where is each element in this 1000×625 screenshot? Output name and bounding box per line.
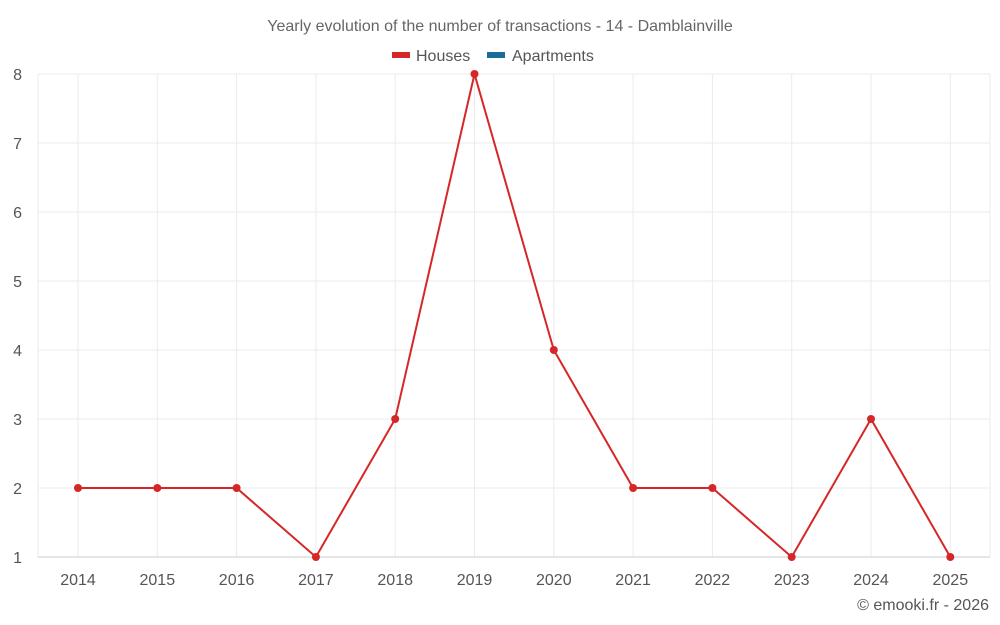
x-tick-label: 2021 <box>615 572 651 589</box>
series-line-houses <box>78 70 952 559</box>
credit-text: © emooki.fr - 2026 <box>857 597 989 614</box>
x-tick-label: 2019 <box>457 572 493 589</box>
y-tick-label: 5 <box>13 274 22 291</box>
data-point-houses[interactable] <box>74 484 82 492</box>
data-point-houses[interactable] <box>391 415 400 423</box>
x-axis-ticks: 2014 2015 2016 2017 2018 2019 2020 2021 2022 2023… <box>60 572 968 589</box>
x-tick-label: 2016 <box>219 572 255 589</box>
data-point-houses[interactable] <box>232 484 241 492</box>
data-point-houses[interactable] <box>470 70 479 78</box>
data-point-houses[interactable] <box>946 553 955 561</box>
x-tick-label: 2018 <box>377 572 413 589</box>
x-tick-label: 2025 <box>933 572 969 589</box>
legend[interactable]: Houses Apartments <box>392 48 594 65</box>
x-tick-label: 2023 <box>774 572 810 589</box>
y-tick-label: 2 <box>13 481 22 498</box>
series-houses <box>74 70 955 561</box>
data-point-houses[interactable] <box>153 484 162 492</box>
y-tick-label: 3 <box>13 412 22 429</box>
legend-item-houses[interactable]: Houses <box>392 48 470 65</box>
y-axis-ticks: 1 2 3 4 5 6 7 8 <box>13 67 22 567</box>
data-point-houses[interactable] <box>867 415 875 423</box>
x-tick-label: 2024 <box>853 572 889 589</box>
x-tick-label: 2014 <box>60 572 96 589</box>
data-point-houses[interactable] <box>311 553 320 561</box>
legend-swatch-houses <box>392 52 410 58</box>
data-point-houses[interactable] <box>629 484 638 492</box>
x-tick-label: 2017 <box>298 572 334 589</box>
data-point-houses[interactable] <box>549 346 558 354</box>
y-tick-label: 6 <box>13 205 22 222</box>
y-tick-label: 1 <box>13 550 22 567</box>
x-tick-label: 2020 <box>536 572 572 589</box>
legend-swatch-apartments <box>487 52 505 58</box>
chart-title: Yearly evolution of the number of transa… <box>267 18 733 35</box>
legend-item-apartments[interactable]: Apartments <box>487 48 594 65</box>
y-tick-label: 4 <box>13 343 22 360</box>
legend-label-houses: Houses <box>416 48 470 65</box>
x-tick-label: 2015 <box>140 572 176 589</box>
x-tick-label: 2022 <box>695 572 731 589</box>
y-tick-label: 7 <box>13 136 22 153</box>
data-point-houses[interactable] <box>787 553 796 561</box>
legend-label-apartments: Apartments <box>512 48 594 65</box>
grid <box>37 73 991 558</box>
data-point-houses[interactable] <box>708 484 717 492</box>
y-tick-label: 8 <box>13 67 22 84</box>
